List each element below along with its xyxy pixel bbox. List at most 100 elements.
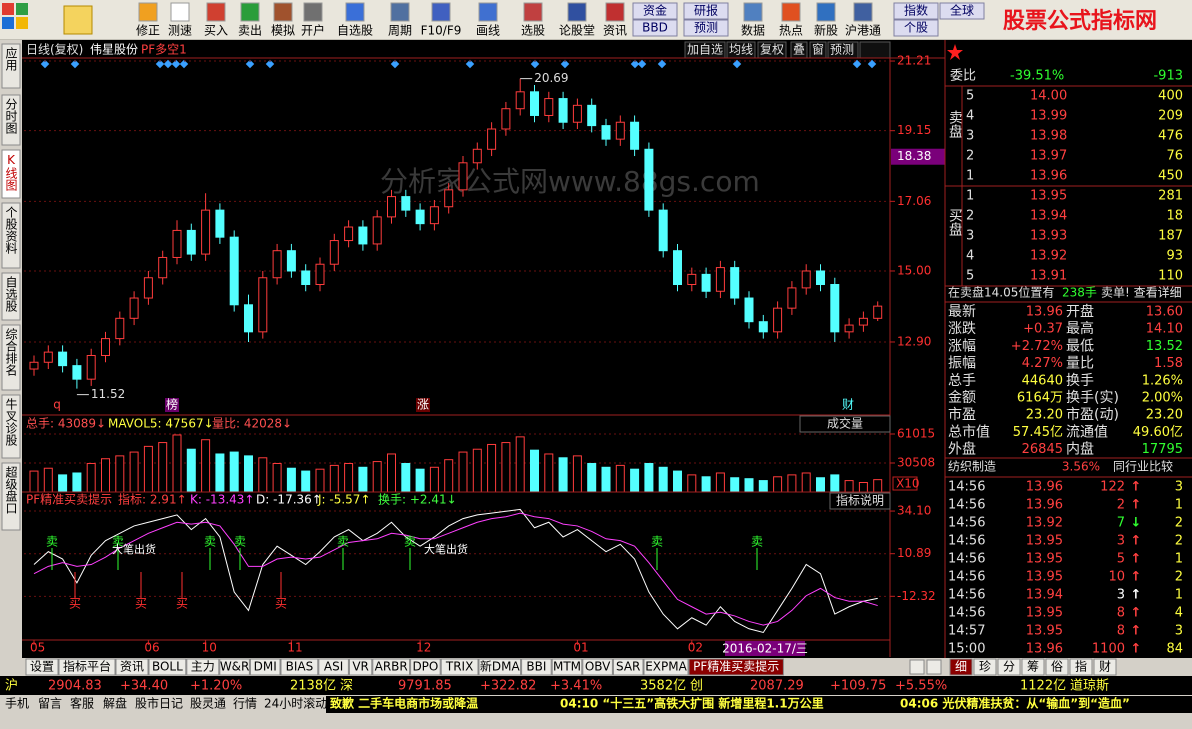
bottom-tab-label[interactable]: 新DMA xyxy=(480,659,521,674)
bottom-tab[interactable] xyxy=(249,658,281,676)
toolbar-button[interactable]: 热点 xyxy=(779,24,803,38)
bottom-tab-label[interactable]: W&R xyxy=(220,660,250,674)
tab-scroll[interactable] xyxy=(909,659,925,675)
bottom-tab-label[interactable]: DPO xyxy=(412,660,438,674)
news-button[interactable]: 行情 xyxy=(233,697,257,711)
news-button[interactable]: 手机 xyxy=(5,697,29,711)
volume-selector-label[interactable]: 成交量 xyxy=(827,416,863,431)
chart-button-label[interactable]: 均线 xyxy=(729,43,753,57)
toolbar-small-button-label[interactable]: 全球 xyxy=(950,3,974,18)
toolbar-icon[interactable] xyxy=(781,2,801,22)
toolbar-icon[interactable] xyxy=(816,2,836,22)
side-tab[interactable] xyxy=(1,462,21,531)
bottom-tab-label[interactable]: DMI xyxy=(254,660,277,674)
bottom-tab-label[interactable]: 设置 xyxy=(30,660,54,674)
bottom-tab-label[interactable]: BBI xyxy=(526,660,546,674)
toolbar-icon[interactable] xyxy=(523,2,543,22)
toolbar-button[interactable]: 周期 xyxy=(388,24,412,38)
toolbar-small-button[interactable] xyxy=(939,2,985,20)
toolbar-small-button[interactable] xyxy=(632,2,678,20)
chart-nav-button[interactable] xyxy=(859,41,891,59)
toolbar-small-button[interactable] xyxy=(893,2,939,20)
bottom-tab[interactable] xyxy=(440,658,479,676)
side-tab[interactable] xyxy=(1,149,21,199)
toolbar-small-button-label[interactable]: 个股 xyxy=(904,21,928,35)
bottom-tab-label[interactable]: PF精准买卖提示 xyxy=(693,659,779,674)
bottom-tab[interactable] xyxy=(643,658,689,676)
volume-selector[interactable] xyxy=(799,415,891,433)
bottom-tab-label[interactable]: 主力 xyxy=(191,660,215,674)
bottom-tab[interactable] xyxy=(348,658,373,676)
quote-tab-label[interactable]: 分 xyxy=(1003,660,1015,674)
bottom-tab-label[interactable]: 指标平台 xyxy=(63,659,111,674)
toolbar-button[interactable]: 资讯 xyxy=(603,24,627,38)
side-tab-label[interactable]: 牛叉诊股 xyxy=(4,397,18,447)
bottom-tab[interactable] xyxy=(612,658,644,676)
side-tab-label[interactable]: 自选股 xyxy=(4,276,18,313)
toolbar-icon[interactable] xyxy=(743,2,763,22)
toolbar-icon[interactable] xyxy=(345,2,365,22)
bottom-tab-label[interactable]: OBV xyxy=(585,660,611,674)
bottom-tab[interactable] xyxy=(372,658,411,676)
toolbar-icon[interactable] xyxy=(390,2,410,22)
bottom-tab[interactable] xyxy=(318,658,349,676)
toolbar-icon[interactable] xyxy=(206,2,226,22)
toolbar-button[interactable]: 开户 xyxy=(301,23,325,38)
toolbar-icon[interactable] xyxy=(303,2,323,22)
toolbar-icon[interactable] xyxy=(478,2,498,22)
toolbar-icon[interactable] xyxy=(170,2,190,22)
toolbar-icon[interactable] xyxy=(431,2,451,22)
news-item[interactable]: 04:10 “十三五”高铁大扩围 新增里程1.1万公里 xyxy=(560,696,824,711)
toolbar-small-button-label[interactable]: BBD xyxy=(642,21,668,35)
quote-tab[interactable] xyxy=(997,658,1021,676)
quote-tab-label[interactable]: 财 xyxy=(1099,660,1111,674)
bottom-tab[interactable] xyxy=(148,658,187,676)
bottom-tab-label[interactable]: 资讯 xyxy=(120,660,144,674)
side-tab-label[interactable]: K线图 xyxy=(4,153,18,191)
indicator-button[interactable] xyxy=(829,492,891,510)
bottom-tab[interactable] xyxy=(115,658,149,676)
bottom-tab-label[interactable]: TRIX xyxy=(445,660,473,674)
bottom-tab[interactable] xyxy=(410,658,441,676)
tab-scroll[interactable] xyxy=(926,659,942,675)
industry-compare[interactable]: 同行业比较 xyxy=(1113,459,1173,474)
toolbar-small-button[interactable] xyxy=(632,19,678,37)
news-button[interactable]: 股灵通 xyxy=(190,697,226,711)
bottom-tab-label[interactable]: ARBR xyxy=(375,660,408,674)
quote-tab[interactable] xyxy=(1045,658,1069,676)
bottom-tab-label[interactable]: BOLL xyxy=(152,660,183,674)
toolbar-button[interactable]: 数据 xyxy=(741,23,765,38)
quote-tab-label[interactable]: 俗 xyxy=(1051,660,1063,674)
chart-button-label[interactable]: 加自选 xyxy=(687,43,723,57)
bottom-tab[interactable] xyxy=(582,658,613,676)
side-tab[interactable] xyxy=(1,324,21,391)
toolbar-button[interactable]: 论股堂 xyxy=(559,24,595,38)
toolbar-small-button-label[interactable]: 预测 xyxy=(694,21,718,35)
toolbar-small-button-label[interactable]: 研报 xyxy=(694,3,718,18)
news-button[interactable]: 客服 xyxy=(70,696,94,711)
toolbar-button[interactable]: 测速 xyxy=(168,24,192,38)
bottom-tab[interactable] xyxy=(688,658,784,676)
toolbar-button[interactable]: 新股 xyxy=(814,23,838,38)
toolbar-icon[interactable] xyxy=(853,2,873,22)
news-button[interactable]: 24小时滚动 xyxy=(264,696,327,711)
toolbar-icon[interactable] xyxy=(240,2,260,22)
indicator-button-label[interactable]: 指标说明 xyxy=(836,493,884,508)
side-tab-label[interactable]: 超级盘口 xyxy=(4,465,18,514)
news-button[interactable]: 解盘 xyxy=(103,696,127,711)
toolbar-button[interactable]: 画线 xyxy=(476,24,500,38)
toolbar-button[interactable]: 修正 xyxy=(136,23,160,38)
toolbar-button[interactable]: 自选股 xyxy=(337,24,373,38)
toolbar-small-button-label[interactable]: 资金 xyxy=(643,3,667,18)
quote-tab-label[interactable]: 筹 xyxy=(1027,660,1039,674)
toolbar-small-button[interactable] xyxy=(683,19,729,37)
bottom-tab-label[interactable]: MTM xyxy=(553,660,581,674)
chart-button-label[interactable]: 叠 xyxy=(793,43,805,57)
side-tab-label[interactable]: 综合排名 xyxy=(4,328,18,376)
chart-button-label[interactable]: 预测 xyxy=(830,43,854,57)
side-tab-label[interactable]: 分时图 xyxy=(4,98,18,134)
back-button[interactable] xyxy=(63,5,93,35)
side-tab[interactable] xyxy=(1,272,21,321)
bottom-tab-label[interactable]: ASI xyxy=(324,660,343,674)
news-button[interactable]: 股市日记 xyxy=(135,696,183,711)
